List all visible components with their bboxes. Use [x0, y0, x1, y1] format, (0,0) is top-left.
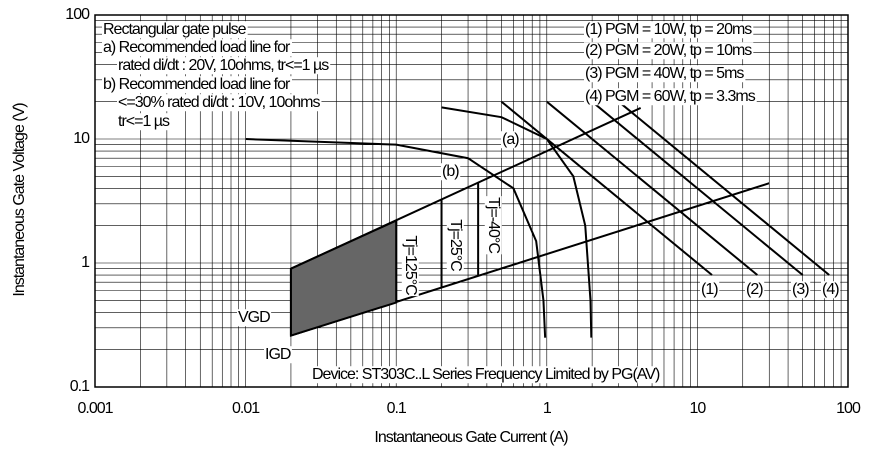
x-tick-label: 10 [690, 400, 707, 417]
curve [546, 100, 758, 276]
annotation: (a) [501, 131, 521, 149]
annotation-text: (a) [502, 131, 519, 148]
annotation-background [311, 366, 661, 384]
annotation-background [584, 42, 754, 60]
annotation-background [821, 281, 841, 299]
annotation-background [102, 39, 293, 57]
annotation-text: <=30% rated di/dt : 10V, 10ohms [118, 94, 320, 111]
annotation-text: VGD [238, 309, 270, 326]
annotation: Tj=-40°C [484, 196, 502, 255]
annotation-text: IGD [265, 346, 291, 363]
annotation-background [102, 21, 248, 39]
x-tick-label: 100 [836, 400, 861, 417]
annotation-background [446, 218, 464, 273]
annotation: (3) PGM = 40W, tp = 5ms [584, 65, 746, 83]
annotation-text: tr<=1 µs [118, 113, 170, 130]
x-tick-label: 1 [543, 400, 552, 417]
annotation-background [584, 88, 757, 106]
annotation: VGD [237, 309, 272, 327]
annotation: Device: ST303C..L Series Frequency Limit… [311, 366, 661, 384]
annotation-text: (4) [822, 281, 839, 298]
annotation-text: (3) PGM = 40W, tp = 5ms [585, 65, 744, 82]
annotation: (2) [745, 281, 765, 299]
annotation-background [484, 196, 502, 255]
annotation: (1) PGM = 10W, tp = 20ms [584, 21, 754, 39]
annotation-text: (1) [701, 281, 718, 298]
annotation-text: (b) [442, 163, 459, 180]
annotation-text: (2) [746, 281, 763, 298]
annotation: (2) PGM = 20W, tp = 10ms [584, 42, 754, 60]
annotation-background [117, 57, 331, 75]
annotation-background [700, 281, 720, 299]
y-axis-label: Instantaneous Gate Voltage (V) [11, 103, 28, 297]
annotation-background [501, 131, 521, 149]
annotation-text: (2) PGM = 20W, tp = 10ms [585, 42, 752, 59]
annotation-text: Tj=-40°C [485, 197, 502, 253]
annotation-text: Tj=25°C [447, 219, 464, 271]
annotation-text: b) Recommended load line for [103, 76, 291, 93]
annotation: tr<=1 µs [117, 113, 172, 131]
annotation: Tj=125°C [401, 234, 419, 297]
annotation: IGD [264, 346, 292, 364]
annotation-text: (4) PGM = 60W, tp = 3.3ms [585, 88, 756, 105]
curve [591, 100, 804, 276]
plot-frame [94, 14, 849, 388]
annotation-text: Rectangular gate pulse [103, 21, 247, 38]
annotation-background [117, 94, 322, 112]
y-tick-label: 100 [65, 6, 90, 23]
annotation: Tj=25°C [446, 218, 464, 273]
curve [618, 100, 830, 276]
x-axis-label: Instantaneous Gate Current (A) [374, 429, 568, 446]
annotation: Rectangular gate pulse [102, 21, 248, 39]
curve [441, 106, 593, 338]
annotation: rated di/dt : 20V, 10ohms, tr<=1 µs [117, 57, 331, 75]
curve [500, 100, 713, 276]
x-tick-label: 0.1 [387, 400, 407, 417]
annotation-text: rated di/dt : 20V, 10ohms, tr<=1 µs [118, 57, 329, 74]
annotation-background [441, 163, 461, 181]
annotation-text: a) Recommended load line for [103, 39, 291, 56]
y-tick-label: 1 [81, 254, 90, 271]
annotation-text: Tj=125°C [402, 235, 419, 295]
annotation: (1) [700, 281, 720, 299]
annotation-background [117, 113, 172, 131]
annotation-background [745, 281, 765, 299]
annotation-background [401, 234, 419, 297]
annotation-background [584, 65, 746, 83]
annotation: <=30% rated di/dt : 10V, 10ohms [117, 94, 322, 112]
annotation: b) Recommended load line for [102, 76, 293, 94]
annotation-text: Device: ST303C..L Series Frequency Limit… [312, 366, 660, 383]
annotation-text: (3) [792, 281, 809, 298]
x-tick-label: 0.01 [232, 400, 260, 417]
shaded-region [289, 218, 398, 337]
annotation: (3) [791, 281, 811, 299]
x-tick-label: 0.001 [77, 400, 113, 417]
annotation: (4) PGM = 60W, tp = 3.3ms [584, 88, 757, 106]
annotation-background [264, 346, 292, 364]
curve [245, 138, 547, 338]
annotation-background [584, 21, 754, 39]
annotation: (b) [441, 163, 461, 181]
annotation-background [102, 76, 293, 94]
annotation-background [237, 309, 272, 327]
annotation-background [791, 281, 811, 299]
y-tick-label: 10 [73, 130, 90, 147]
annotation: a) Recommended load line for [102, 39, 293, 57]
y-tick-label: 0.1 [70, 378, 90, 395]
annotation: (4) [821, 281, 841, 299]
annotation-text: (1) PGM = 10W, tp = 20ms [585, 21, 752, 38]
